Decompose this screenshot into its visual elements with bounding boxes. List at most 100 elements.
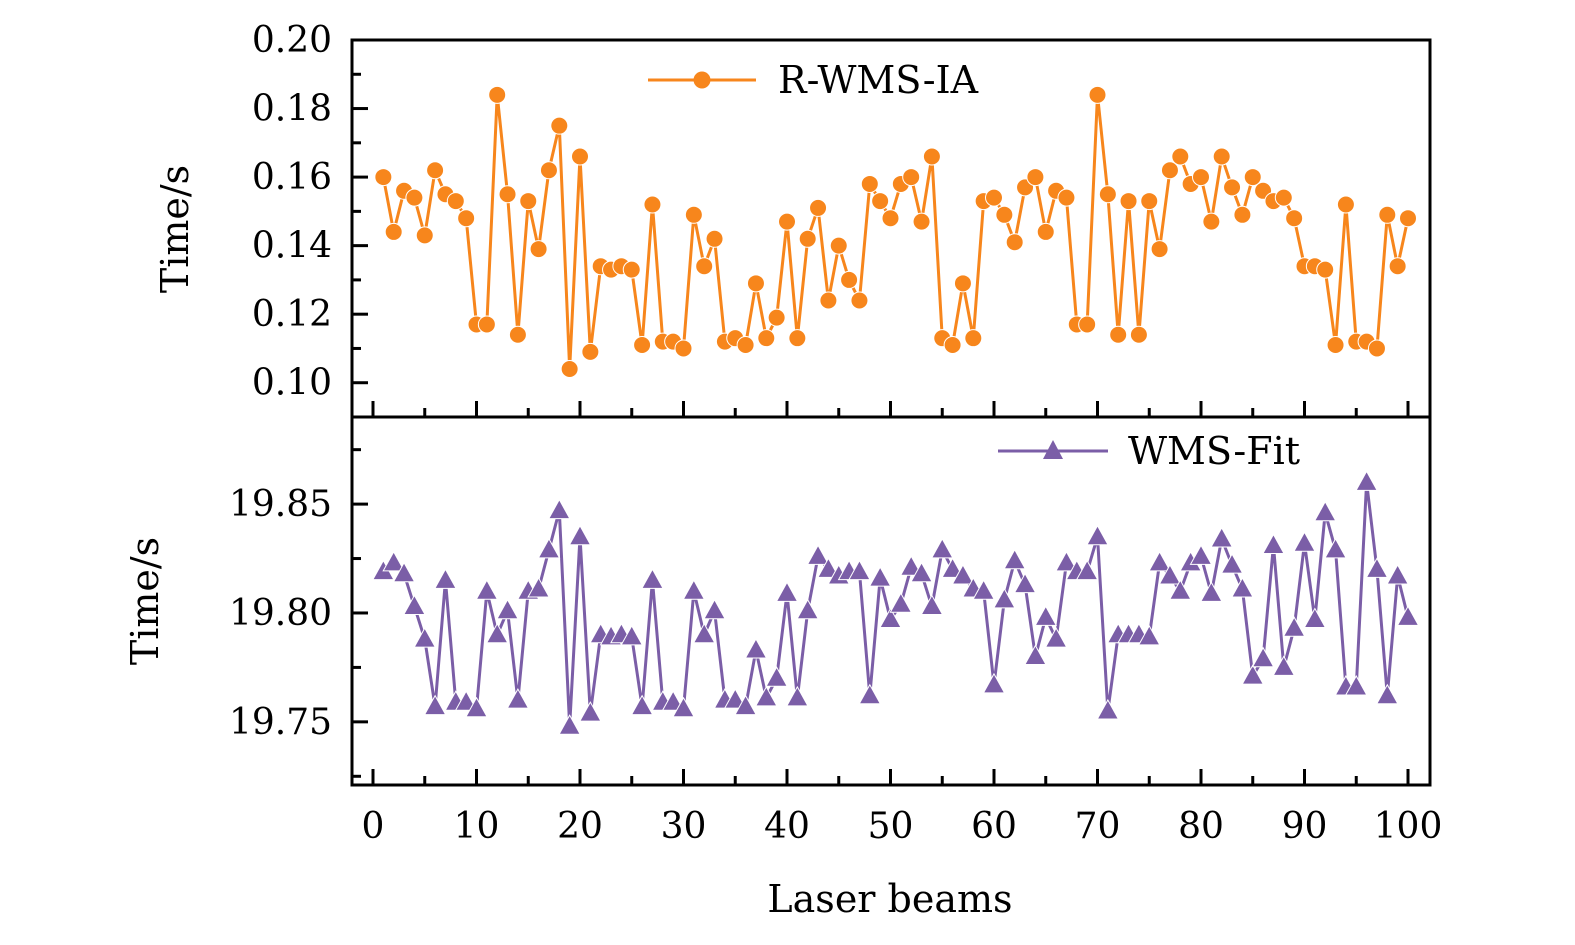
data-point xyxy=(705,229,724,248)
data-point xyxy=(1336,195,1355,214)
data-point xyxy=(951,563,975,585)
data-point xyxy=(1171,147,1190,166)
data-point xyxy=(682,579,706,600)
data-point xyxy=(1399,209,1417,228)
data-point xyxy=(1282,616,1306,637)
y-tick-label: 0.18 xyxy=(252,89,332,130)
data-point xyxy=(1272,655,1296,676)
y-tick-label: 19.75 xyxy=(229,702,332,743)
series-r-wms-ia xyxy=(374,85,1417,379)
data-point xyxy=(692,622,716,644)
y-tick-label: 0.20 xyxy=(252,20,332,61)
data-point xyxy=(817,557,840,578)
data-point xyxy=(384,222,403,241)
data-point xyxy=(1098,185,1117,204)
data-point xyxy=(1375,683,1399,705)
data-point xyxy=(868,566,892,587)
data-point xyxy=(403,594,426,615)
legend-wms-fit: WMS-Fit xyxy=(998,429,1300,473)
data-point xyxy=(889,592,913,613)
data-point xyxy=(786,685,809,707)
series-wms-fit xyxy=(372,470,1420,735)
data-point xyxy=(943,336,962,355)
y-tick-label: 19.80 xyxy=(229,593,332,634)
data-point xyxy=(477,315,496,334)
data-point xyxy=(941,557,964,578)
y-tick-label: 0.16 xyxy=(252,157,332,198)
series-line xyxy=(381,93,1410,371)
data-point xyxy=(643,195,662,214)
data-point xyxy=(899,555,923,576)
data-point xyxy=(1344,674,1368,696)
data-point xyxy=(775,581,799,602)
data-point xyxy=(457,209,476,228)
y-tick-label: 0.10 xyxy=(252,363,332,404)
data-point xyxy=(1231,576,1254,598)
data-point xyxy=(672,696,695,718)
legend-label-r-wms-ia: R-WMS-IA xyxy=(778,58,979,102)
data-point xyxy=(840,270,859,289)
data-point xyxy=(848,559,871,581)
data-point xyxy=(922,147,941,166)
data-point xyxy=(684,205,703,224)
legend-marker-triangle-icon xyxy=(1043,440,1063,459)
data-point xyxy=(641,568,664,589)
data-point xyxy=(560,360,579,379)
data-point xyxy=(527,576,550,598)
data-point xyxy=(1137,624,1161,646)
x-tick-label: 20 xyxy=(557,806,603,847)
data-point xyxy=(506,688,530,709)
data-point xyxy=(767,308,786,327)
data-point xyxy=(1057,188,1076,207)
data-point xyxy=(1386,563,1409,585)
data-point xyxy=(1388,257,1407,276)
data-point xyxy=(446,192,465,211)
data-point xyxy=(539,161,558,180)
legend-r-wms-ia: R-WMS-IA xyxy=(648,58,979,102)
data-point xyxy=(765,666,788,687)
x-tick-label: 10 xyxy=(454,806,500,847)
data-point xyxy=(1075,559,1099,581)
data-point xyxy=(734,694,757,716)
data-point xyxy=(850,291,869,310)
data-point xyxy=(902,168,921,187)
data-point xyxy=(568,524,592,546)
data-point xyxy=(485,622,509,644)
x-axis-label: Laser beams xyxy=(767,877,1012,921)
data-point xyxy=(757,329,776,348)
x-tick-label: 50 xyxy=(868,806,914,847)
data-point xyxy=(1034,605,1058,626)
data-point xyxy=(881,209,900,228)
data-point xyxy=(1251,646,1275,668)
data-point xyxy=(1274,188,1293,207)
data-point xyxy=(1086,524,1109,546)
data-point xyxy=(858,683,882,705)
data-point xyxy=(796,598,820,620)
data-point xyxy=(465,696,488,718)
data-point xyxy=(1024,644,1047,666)
x-tick-label: 70 xyxy=(1075,806,1121,847)
data-point xyxy=(661,690,685,711)
data-point xyxy=(1367,339,1386,358)
data-point xyxy=(529,240,548,259)
data-point xyxy=(1212,147,1231,166)
bottom-y-axis-label: Time/s xyxy=(123,537,167,665)
data-point xyxy=(423,694,447,716)
data-point xyxy=(1129,325,1148,344)
data-point xyxy=(806,544,830,565)
data-point xyxy=(1148,550,1171,572)
x-tick-label: 90 xyxy=(1282,806,1328,847)
data-point xyxy=(1355,470,1378,491)
data-point xyxy=(723,688,747,709)
x-axis: 0 10 20 30 40 50 60 70 80 90 100 xyxy=(362,401,1442,847)
data-point xyxy=(860,174,879,193)
data-point xyxy=(392,561,416,583)
data-point xyxy=(382,550,406,572)
data-point xyxy=(620,624,644,646)
y-tick-label: 19.85 xyxy=(229,484,332,525)
data-point xyxy=(508,325,527,344)
data-point xyxy=(1220,553,1244,574)
data-point xyxy=(1168,579,1192,600)
legend-marker-circle-icon xyxy=(693,71,711,89)
